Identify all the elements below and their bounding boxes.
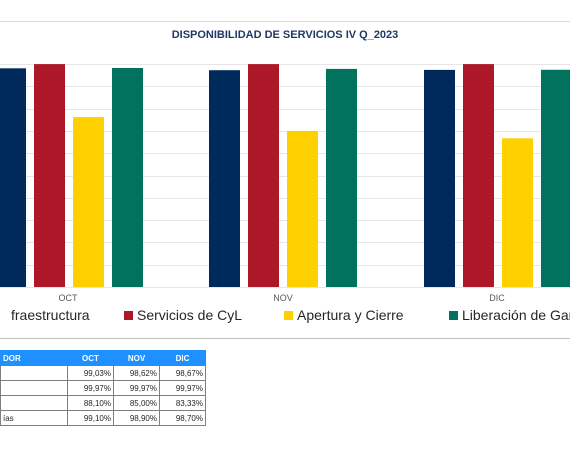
table-cell: 99,97% xyxy=(159,380,206,396)
bars xyxy=(0,64,570,288)
table-cell: 85,00% xyxy=(113,395,160,411)
legend-label: Apertura y Cierre xyxy=(297,307,404,323)
x-tick-label: OCT xyxy=(59,293,79,303)
table-cell: 98,90% xyxy=(113,410,160,426)
bar-apertura-y-cierre-dic xyxy=(502,138,533,287)
bar-liberaci-n-de-garant-as-dic xyxy=(541,69,570,287)
table-header-cell: OCT xyxy=(67,350,114,366)
bar-liberaci-n-de-garant-as-oct xyxy=(112,68,143,287)
table-cell: 99,03% xyxy=(67,365,114,381)
x-tick-label: DIC xyxy=(489,293,505,303)
chart-title: DISPONIBILIDAD DE SERVICIOS IV Q_2023 xyxy=(172,29,399,41)
bar-infraestructura-nov xyxy=(209,70,240,287)
bar-infraestructura-oct xyxy=(0,68,26,287)
bar-servicios-de-cyl-dic xyxy=(463,64,494,287)
table-row: 99,97% 99,97% 99,97% xyxy=(0,380,206,396)
table-header-cell: DIC xyxy=(159,350,206,366)
bar-apertura-y-cierre-oct xyxy=(73,117,104,287)
legend-label: Servicios de CyL xyxy=(137,307,242,323)
table-cell: 98,67% xyxy=(159,365,206,381)
table-row-label xyxy=(0,395,68,411)
table-cell: 98,62% xyxy=(113,365,160,381)
table-row: ías 99,10% 98,90% 98,70% xyxy=(0,410,206,426)
bar-servicios-de-cyl-oct xyxy=(34,64,65,287)
legend-label: fraestructura xyxy=(11,307,90,323)
table-row: 99,03% 98,62% 98,67% xyxy=(0,365,206,381)
table-cell: 98,70% xyxy=(159,410,206,426)
data-table: DOR OCT NOV DIC 99,03% 98,62% 98,67% 99,… xyxy=(0,350,206,426)
table-header-cell: NOV xyxy=(113,350,160,366)
table-cell: 83,33% xyxy=(159,395,206,411)
table-row-label xyxy=(0,365,68,381)
bar-servicios-de-cyl-nov xyxy=(248,64,279,287)
table-cell: 99,97% xyxy=(67,380,114,396)
table-cell: 88,10% xyxy=(67,395,114,411)
table-row: 88,10% 85,00% 83,33% xyxy=(0,395,206,411)
table-header-cell: DOR xyxy=(0,350,68,366)
table-row-label: ías xyxy=(0,410,68,426)
bar-liberaci-n-de-garant-as-nov xyxy=(326,68,357,288)
bar-apertura-y-cierre-nov xyxy=(287,130,318,287)
legend-swatch xyxy=(449,311,458,320)
table-cell: 99,97% xyxy=(113,380,160,396)
table-row-label xyxy=(0,380,68,396)
legend: fraestructura Servicios de CyL Apertura y … xyxy=(11,307,570,323)
x-tick-label: NOV xyxy=(273,293,293,303)
legend-swatch xyxy=(124,311,133,320)
bar-infraestructura-dic xyxy=(424,69,455,288)
legend-label: Liberación de Gara xyxy=(462,307,570,323)
x-axis-ticks: OCT NOV DIC xyxy=(59,293,506,303)
table-cell: 99,10% xyxy=(67,410,114,426)
legend-swatch xyxy=(284,311,293,320)
table-header-row: DOR OCT NOV DIC xyxy=(0,350,206,366)
